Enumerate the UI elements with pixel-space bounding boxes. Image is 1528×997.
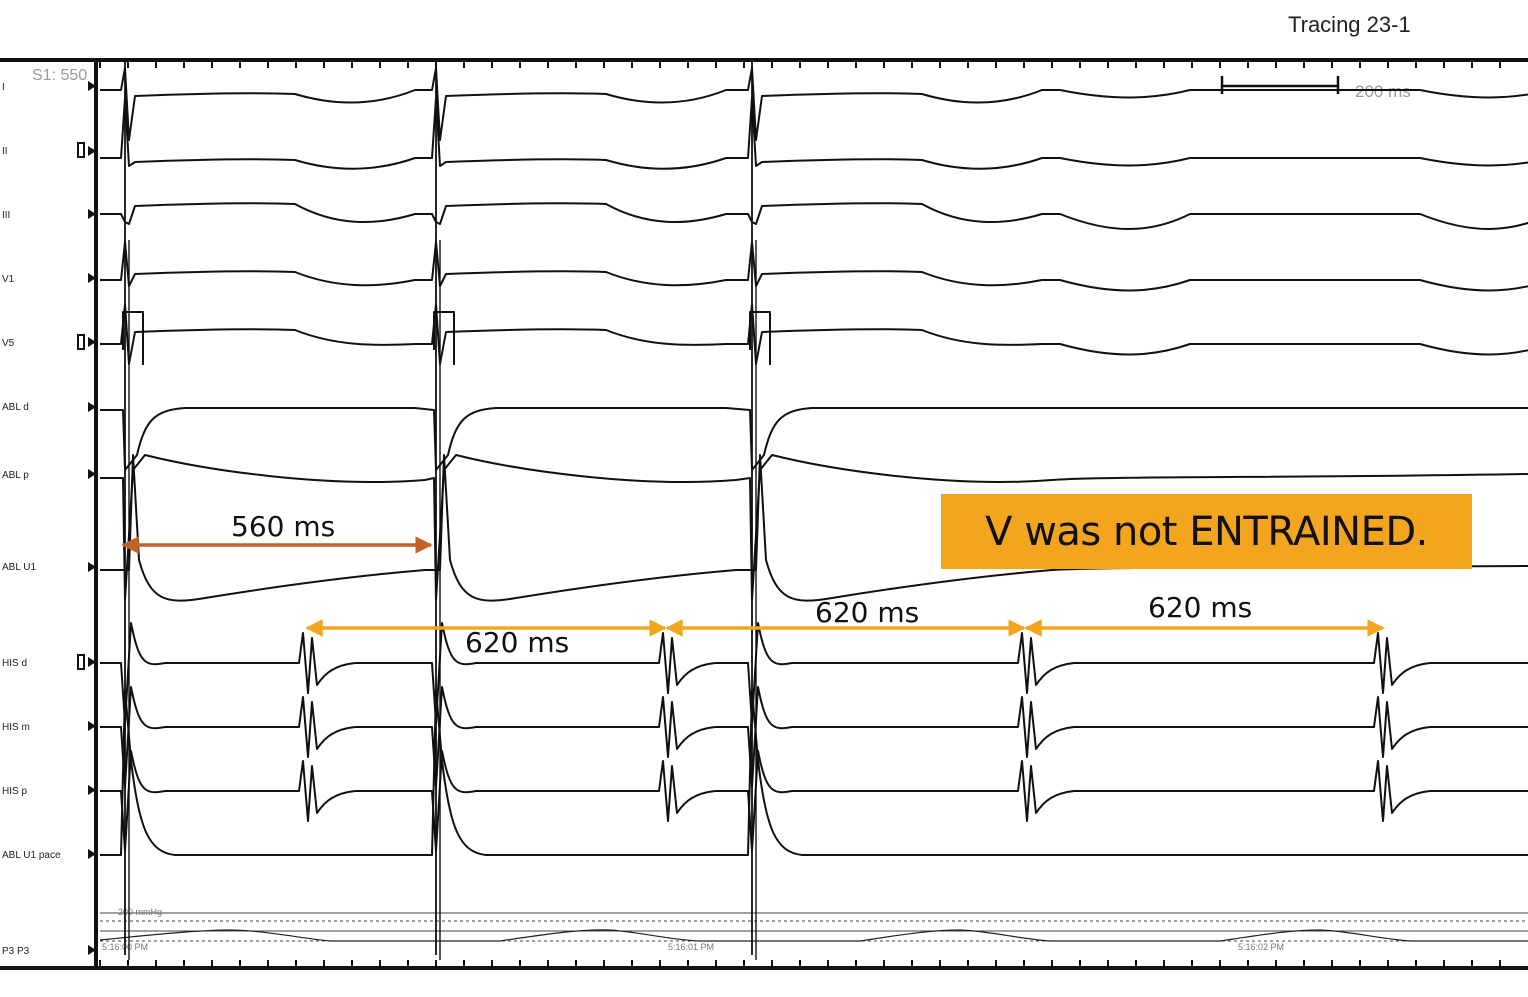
channel-marker	[88, 562, 96, 572]
gain-marker	[77, 334, 85, 350]
ecg-trace	[100, 202, 1528, 230]
channel-marker	[88, 337, 96, 347]
interval-label-560: 560 ms	[231, 510, 335, 543]
time-ticks-top	[99, 60, 1501, 68]
page-title: Tracing 23-1	[1288, 12, 1411, 37]
channel-label-V5: V5	[2, 338, 15, 349]
channel-label-ABL-U1: ABL U1	[2, 562, 37, 573]
abl-u1-pace-trace	[100, 689, 1528, 856]
ecg-trace	[100, 303, 1528, 365]
interval-label-620-1: 620 ms	[465, 626, 569, 659]
channel-marker	[88, 657, 96, 667]
pacing-artifact	[433, 311, 455, 365]
channel-label-III: III	[2, 210, 10, 221]
channel-label-I: I	[2, 82, 5, 93]
channel-label-ABL-d: ABL d	[2, 402, 29, 413]
pressure-channel: 200 mmHg 5:16:00 PM 5:16:01 PM 5:16:02 P…	[99, 907, 1528, 952]
pacing-label: S1: 550	[32, 67, 87, 84]
abl-p-trace	[100, 454, 1528, 601]
signal-traces	[100, 62, 1528, 960]
scale-bar-label: 200 ms	[1355, 82, 1411, 101]
his-d-trace	[100, 622, 1528, 724]
pacing-artifact	[122, 311, 144, 365]
ecg-trace	[100, 241, 1528, 292]
time-ticks-bottom	[99, 960, 1501, 968]
channel-label-HIS-m: HIS m	[2, 722, 30, 733]
timestamp: 5:16:01 PM	[668, 942, 714, 952]
scale-bar: 200 ms	[1220, 76, 1411, 101]
channel-markers	[77, 81, 96, 955]
channel-marker	[88, 209, 96, 219]
pacing-artifact	[749, 311, 771, 365]
interval-labels: 560 ms 620 ms 620 ms 620 ms	[231, 510, 1252, 659]
channel-marker	[88, 945, 96, 955]
ecg-trace	[100, 67, 1528, 141]
channel-marker	[88, 785, 96, 795]
interval-label-620-2: 620 ms	[815, 596, 919, 629]
channel-marker	[88, 402, 96, 412]
abl-d-trace	[100, 407, 1528, 471]
channel-marker	[88, 469, 96, 479]
pressure-trace	[99, 929, 1528, 942]
ecg-trace	[100, 97, 1528, 170]
interval-label-620-3: 620 ms	[1148, 591, 1252, 624]
channel-label-HIS-d: HIS d	[2, 658, 27, 669]
annotation-callout: V was not ENTRAINED.	[941, 494, 1472, 569]
channel-label-P3: P3 P3	[2, 946, 30, 957]
his-m-trace	[100, 686, 1528, 788]
channel-labels: I II III V1 V5 ABL d ABL p ABL U1 HIS d …	[2, 82, 61, 957]
timestamp: 5:16:02 PM	[1238, 942, 1284, 952]
channel-marker	[88, 721, 96, 731]
channel-label-V1: V1	[2, 274, 15, 285]
channel-marker	[88, 81, 96, 91]
channel-marker	[88, 849, 96, 859]
channel-marker	[88, 273, 96, 283]
pressure-scale-label: 200 mmHg	[118, 907, 162, 917]
channel-label-ABL-U1-pace: ABL U1 pace	[2, 850, 61, 861]
channel-label-HIS-p: HIS p	[2, 786, 27, 797]
gain-marker	[77, 654, 85, 670]
gain-marker	[77, 142, 85, 158]
channel-marker	[88, 146, 96, 156]
channel-label-II: II	[2, 146, 8, 157]
his-p-trace	[100, 750, 1528, 852]
interval-arrows	[121, 536, 1385, 637]
channel-label-ABL-p: ABL p	[2, 470, 29, 481]
